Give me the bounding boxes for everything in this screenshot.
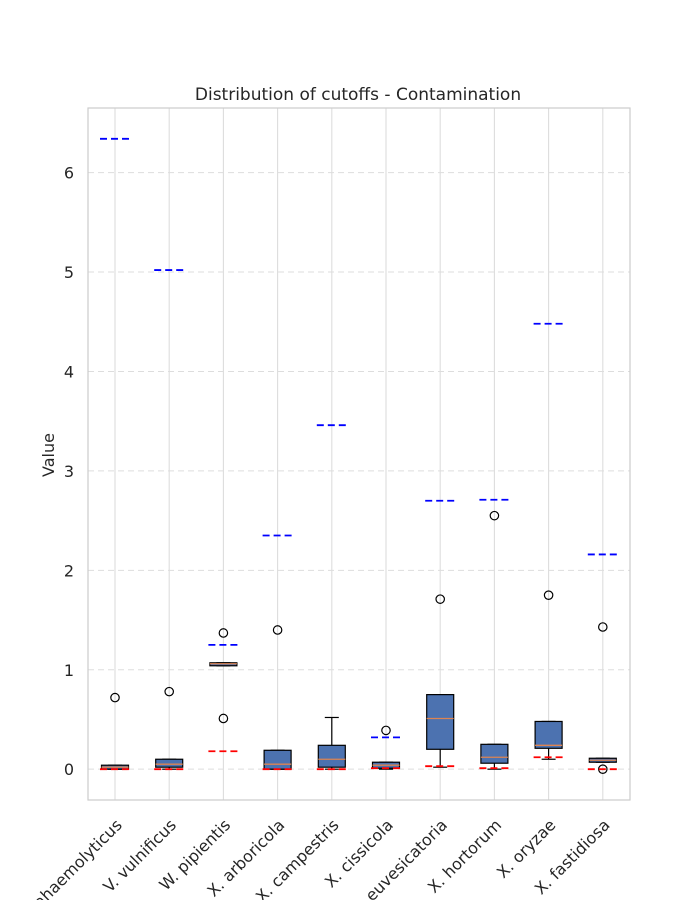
outlier-point: [272, 625, 283, 635]
box-iqr: [263, 749, 292, 770]
box-group: [534, 590, 563, 760]
plot-area: [100, 137, 618, 774]
outlier-point: [164, 686, 174, 697]
box-iqr: [426, 694, 455, 750]
plot-frame: [87, 107, 631, 801]
box-iqr: [155, 758, 184, 768]
outlier-point: [381, 725, 391, 736]
outlier-point: [218, 713, 229, 724]
outlier-point: [435, 594, 445, 604]
box-group: [317, 716, 346, 770]
box-group: [588, 622, 617, 774]
box-iqr: [317, 744, 346, 768]
outlier-point: [489, 510, 500, 521]
y-tick-label: 4: [64, 362, 74, 381]
y-tick-label: 6: [64, 164, 74, 183]
box-iqr: [480, 743, 509, 764]
outlier-point: [543, 590, 554, 600]
outlier-point: [218, 628, 229, 638]
outlier-point: [110, 692, 120, 703]
y-axis-label: Value: [39, 433, 58, 477]
y-tick-label: 3: [64, 462, 74, 481]
box-iqr: [534, 720, 563, 749]
outlier-point: [597, 764, 608, 774]
y-tick-label: 0: [64, 760, 74, 779]
y-tick-label: 5: [64, 263, 74, 282]
box-group: [209, 628, 238, 724]
y-tick-label: 1: [64, 661, 74, 680]
y-tick-label: 2: [64, 561, 74, 580]
chart-title: Distribution of cutoffs - Contamination: [195, 85, 521, 105]
box-group: [155, 686, 184, 770]
outlier-point: [597, 622, 608, 632]
box-group: [426, 594, 455, 768]
grid-lines: [88, 108, 630, 800]
box-group: [480, 510, 509, 770]
